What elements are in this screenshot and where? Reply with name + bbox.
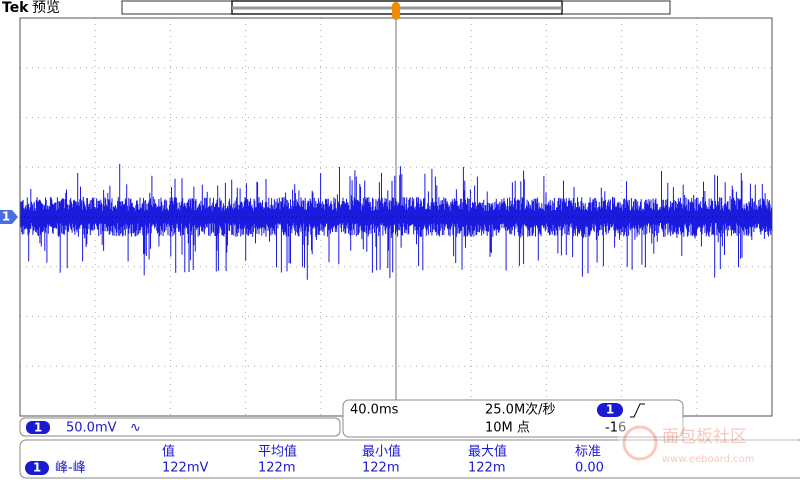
measurement-box [19, 439, 800, 479]
channel-pill [26, 421, 50, 434]
column-header: 最小值 [362, 444, 401, 460]
waveform [20, 163, 772, 280]
cell: 0.00 [575, 461, 604, 476]
column-header: 值 [162, 444, 175, 460]
trigger-channel: 1 [606, 403, 614, 417]
column-header: 标准 [575, 445, 601, 460]
sample-rate: 25.0M次/秒 [485, 402, 556, 418]
row-pill [25, 461, 49, 475]
channel-marker [0, 210, 18, 224]
coupling: ∿ [130, 421, 141, 436]
cell: 122mV [162, 461, 208, 476]
mode: 预览 [32, 0, 60, 16]
time-scale: 40.0ms [350, 403, 399, 418]
watermark-logo [622, 425, 658, 461]
channel-scale: 50.0mV [66, 421, 117, 436]
measurement-table: 值 平均值 最小值 最大值 标准 1 峰-峰 122mV 122m 122m 122m 0.00 [25, 444, 604, 476]
trigger-level: -16 [605, 421, 626, 436]
watermark-url: www.eeboard.com [662, 454, 755, 465]
channel-box [19, 417, 341, 437]
watermark-title: 面包板社区 [662, 427, 747, 447]
trigger-pill [597, 403, 623, 417]
row-label: 峰-峰 [55, 461, 86, 476]
column-header: 平均值 [258, 444, 297, 460]
cell: 122m [362, 461, 399, 476]
column-header: 最大值 [468, 444, 507, 460]
row-channel: 1 [33, 461, 41, 475]
cell: 122m [468, 461, 505, 476]
channel-number: 1 [34, 421, 42, 435]
watermark-bg [618, 418, 798, 468]
record-length: 10M 点 [485, 421, 530, 436]
watermark: 面包板社区 www.eeboard.com [618, 418, 798, 468]
cell: 122m [258, 461, 295, 476]
trigger-position [392, 2, 400, 20]
brand: Tek [2, 0, 29, 16]
channel-marker-label: 1 [2, 210, 10, 224]
trigger-slope [630, 403, 645, 418]
